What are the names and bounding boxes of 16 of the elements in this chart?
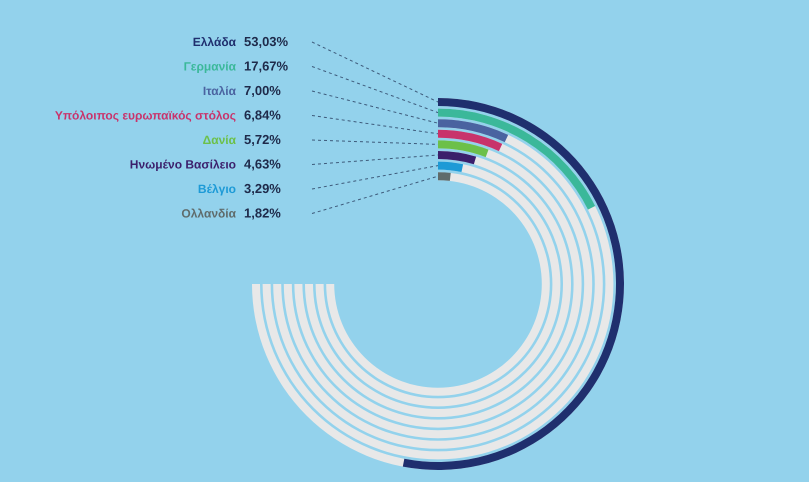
data-label: 7,00% [244,83,282,98]
category-label: Ελλάδα [192,35,237,49]
data-label: 3,29% [244,181,282,196]
data-label: 4,63% [244,156,282,172]
category-label: Ολλανδία [181,206,237,220]
data-label: 17,67% [244,58,289,74]
data-label: 1,82% [244,206,282,220]
category-label: Δανία [202,133,237,147]
data-label: 53,03% [244,34,289,49]
category-label: Ηνωμένο Βασίλειο [130,158,236,172]
category-label: Υπόλοιπος ευρωπαϊκός στόλος [54,108,236,122]
category-label: Γερμανία [184,60,237,74]
data-label: 5,72% [244,132,282,147]
category-label: Ιταλία [202,84,237,98]
category-label: Βέλγιο [198,182,236,196]
data-label: 6,84% [244,108,282,122]
